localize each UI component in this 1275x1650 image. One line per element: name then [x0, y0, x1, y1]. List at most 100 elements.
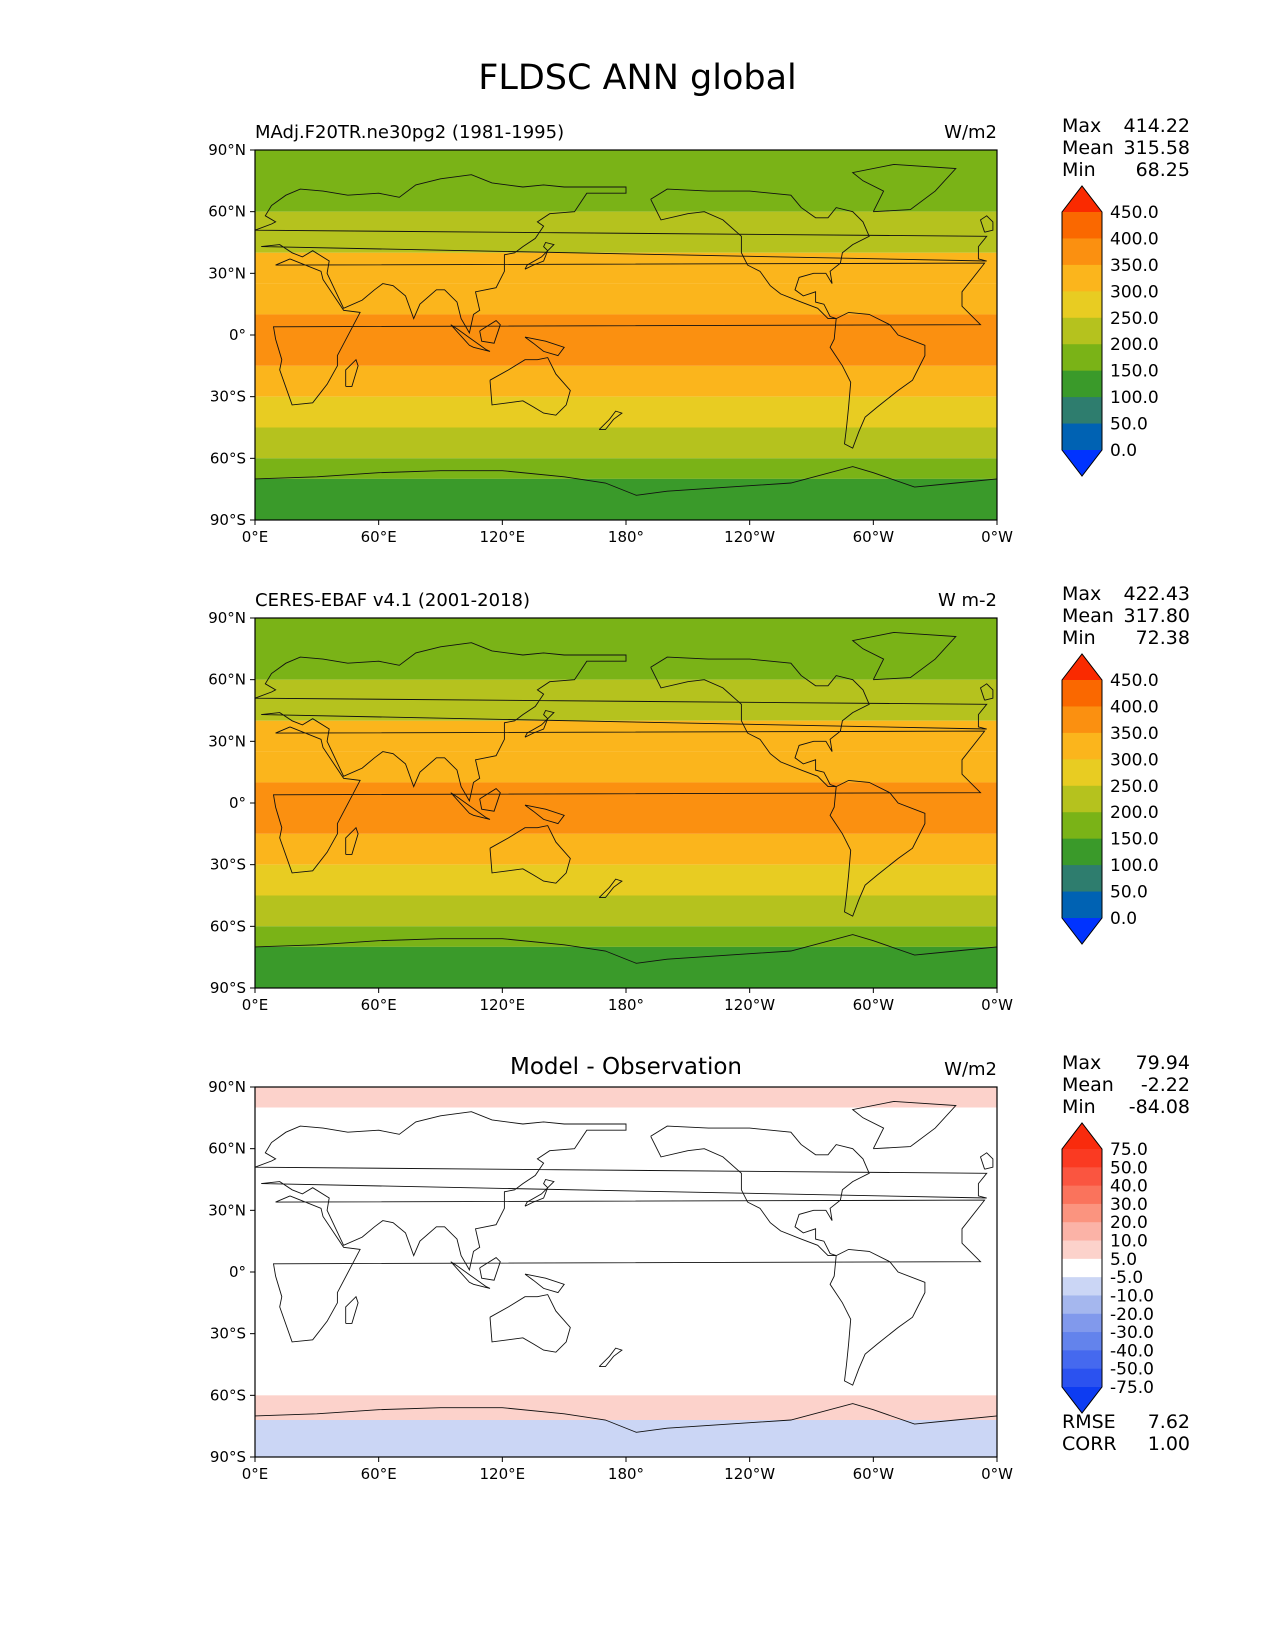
- colorbar-segment: [1062, 397, 1102, 425]
- panel-title: CERES-EBAF v4.1 (2001-2018): [255, 590, 531, 611]
- coastline: [254, 1111, 988, 1272]
- field-band: [255, 1087, 997, 1108]
- field-bands: [255, 618, 997, 988]
- x-tick-label: 60°E: [361, 996, 397, 1014]
- field-band: [255, 314, 997, 366]
- colorbar-extend-max: [1062, 654, 1102, 680]
- units-label: W/m2: [944, 122, 997, 143]
- colorbar-label: 300.0: [1110, 750, 1159, 770]
- panel-observation: CERES-EBAF v4.1 (2001-2018) W m-2 0°E 60°…: [0, 583, 1275, 1060]
- colorbar: 75.050.040.030.020.010.05.0-5.0-10.0-20.…: [1061, 1122, 1154, 1414]
- coastlines: [254, 631, 998, 964]
- field-band: [255, 720, 997, 752]
- colorbar-label: 0.0: [1110, 441, 1137, 461]
- y-tick-label: 30°S: [210, 388, 246, 406]
- x-tick-label: 120°W: [724, 528, 775, 546]
- y-tick-label: 60°N: [208, 203, 246, 221]
- colorbar-label: -10.0: [1110, 1287, 1154, 1307]
- stat-mean: Mean -2.22: [1062, 1074, 1190, 1096]
- coastline: [254, 642, 988, 803]
- colorbar-label: 450.0: [1110, 671, 1159, 691]
- colorbar-label: 30.0: [1110, 1195, 1148, 1215]
- y-tick-label: 90°N: [208, 1078, 246, 1096]
- y-tick-label: 60°S: [210, 917, 246, 935]
- colorbar-segment: [1062, 212, 1102, 239]
- field-band: [255, 782, 997, 834]
- field-band: [255, 365, 997, 397]
- colorbar-segment: [1062, 1368, 1102, 1388]
- y-tick-label: 0°: [229, 1263, 246, 1281]
- x-tick-label: 120°E: [480, 528, 526, 546]
- coastline: [979, 215, 994, 233]
- stats-box: Max 79.94 Mean -2.22 Min -84.08: [1062, 1052, 1190, 1118]
- colorbar-label: 200.0: [1110, 335, 1159, 355]
- coastline: [598, 878, 623, 899]
- colorbar-segment: [1062, 264, 1102, 292]
- coastline: [254, 1403, 998, 1433]
- coastline: [272, 726, 986, 874]
- coastline: [489, 1294, 571, 1353]
- y-tick-label: 90°S: [210, 979, 246, 997]
- x-tick-label: 0°W: [981, 1465, 1013, 1483]
- coastline: [254, 934, 998, 964]
- field-band: [255, 895, 997, 927]
- colorbar-label: 50.0: [1110, 883, 1148, 903]
- coastline: [851, 163, 957, 213]
- field-bands: [255, 1087, 997, 1457]
- colorbar: 450.0 400.0 350.0 300.0 250.0 200.0 150.0 100.0…: [1061, 185, 1159, 477]
- colorbar-segment: [1062, 1258, 1102, 1278]
- colorbar-label: -40.0: [1110, 1341, 1154, 1361]
- stat-min: Min -84.08: [1062, 1096, 1190, 1118]
- field-band: [255, 833, 997, 865]
- coastline: [450, 1261, 491, 1289]
- coastline: [450, 792, 491, 820]
- field-band: [255, 458, 997, 479]
- colorbar-extend-min: [1062, 918, 1102, 944]
- colorbar-segment: [1062, 1295, 1102, 1315]
- colorbar-label: 300.0: [1110, 282, 1159, 302]
- y-tick-label: 60°S: [210, 449, 246, 467]
- x-tick-label: 180°: [608, 1465, 644, 1483]
- panel-difference: Model - Observation W/m2 0°E 60°E 120°E 180…: [0, 1052, 1275, 1529]
- coastline: [489, 357, 571, 416]
- field-band: [255, 150, 997, 212]
- coastline: [829, 779, 926, 917]
- field-band: [255, 252, 997, 284]
- colorbar-label: 20.0: [1110, 1213, 1148, 1233]
- colorbar: 450.0 400.0 350.0 300.0 250.0 200.0 150.0 100.0…: [1061, 653, 1159, 945]
- colorbar-label: -50.0: [1110, 1360, 1154, 1380]
- y-tick-label: 0°: [229, 326, 246, 344]
- colorbar-label: -5.0: [1110, 1268, 1143, 1288]
- stat-min: Min 68.25: [1062, 159, 1190, 181]
- map-plot: 0°E 60°E 120°E 180° 120°W 60°W 0°W 90°N 60°N 30°N…: [208, 609, 1013, 1014]
- colorbar-label: 10.0: [1110, 1232, 1148, 1252]
- colorbar-segment: [1062, 1167, 1102, 1187]
- coastline: [979, 1152, 994, 1170]
- colorbar-segment: [1062, 812, 1102, 840]
- coastline: [479, 788, 501, 812]
- colorbar-label: 0.0: [1110, 909, 1137, 929]
- stat-min: Min 72.38: [1062, 627, 1190, 649]
- stat-max: Max 79.94: [1062, 1052, 1190, 1074]
- colorbar-segment: [1062, 759, 1102, 787]
- y-tick-label: 90°S: [210, 511, 246, 529]
- colorbar-segment: [1062, 1277, 1102, 1296]
- stat-corr: CORR 1.00: [1062, 1433, 1190, 1455]
- x-tick-label: 60°E: [361, 1465, 397, 1483]
- coastline: [524, 241, 555, 270]
- x-tick-label: 120°E: [480, 1465, 526, 1483]
- colorbar-segment: [1062, 1203, 1102, 1223]
- colorbar-label: 250.0: [1110, 309, 1159, 329]
- coastline: [650, 656, 870, 788]
- field-band: [255, 751, 997, 783]
- coastline: [345, 826, 359, 855]
- coastlines: [254, 1100, 998, 1433]
- colorbar-extend-min: [1062, 1387, 1102, 1413]
- colorbar-segment: [1062, 1350, 1102, 1370]
- colorbar-segment: [1062, 423, 1102, 451]
- panel-title: MAdj.F20TR.ne30pg2 (1981-1995): [255, 122, 565, 143]
- y-tick-label: 90°N: [208, 609, 246, 627]
- y-tick-label: 30°N: [208, 1201, 246, 1219]
- stat-mean: Mean 315.58: [1062, 137, 1190, 159]
- coastline: [489, 825, 571, 884]
